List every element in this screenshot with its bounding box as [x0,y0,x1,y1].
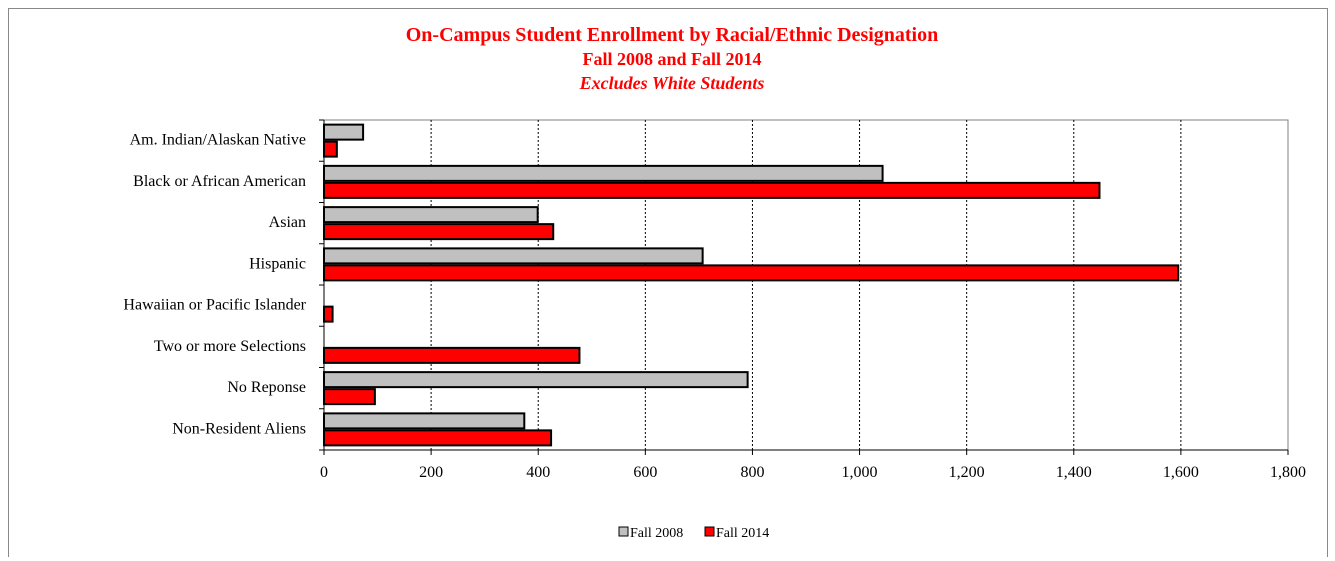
legend-label: Fall 2014 [716,526,769,541]
category-label: Non-Resident Aliens [172,420,306,437]
x-tick-label: 200 [419,464,443,481]
bar-fall-2014 [323,264,1180,282]
x-tick-label: 400 [526,464,550,481]
chart-frame [8,8,1328,557]
chart-subtitle-note: Excludes White Students [579,73,765,93]
x-tick-label: 0 [320,464,328,481]
legend-swatch [704,526,715,537]
x-tick-label: 600 [633,464,657,481]
bar-fall-2014 [323,429,553,447]
category-label: Black or African American [133,173,306,190]
category-label: Am. Indian/Alaskan Native [130,132,306,149]
x-tick-label: 1,600 [1163,464,1199,481]
legend-swatch [618,526,629,537]
chart-title: On-Campus Student Enrollment by Racial/E… [406,24,939,46]
x-tick-label: 1,200 [949,464,985,481]
bar-fall-2014 [323,140,338,158]
category-label: Asian [269,214,306,231]
bar-fall-2014 [323,223,555,241]
x-tick-label: 800 [740,464,764,481]
bar-fall-2008 [323,412,526,430]
x-tick-label: 1,800 [1270,464,1306,481]
category-label: Hispanic [249,255,306,272]
x-tick-label: 1,400 [1056,464,1092,481]
bar-fall-2008 [323,164,884,182]
bar-fall-2014 [323,181,1101,199]
bar-fall-2014 [323,346,581,364]
bar-fall-2008 [323,247,704,265]
bar-fall-2014 [323,305,334,323]
plot-area: 0 200 400 600 800 1,000 1,200 1,400 1,600 1,800 Am… [123,119,1306,481]
category-label: Hawaiian or Pacific Islander [123,297,306,314]
chart-subtitle: Fall 2008 and Fall 2014 [582,49,761,69]
bar-fall-2008 [323,371,749,389]
category-label: No Reponse [227,379,306,396]
bar-fall-2008 [323,206,539,224]
x-tick-label: 1,000 [842,464,878,481]
legend: Fall 2008 Fall 2014 [618,526,769,541]
bar-fall-2014 [323,388,376,406]
category-label: Two or more Selections [154,338,306,355]
bar-fall-2008 [323,123,365,141]
legend-label: Fall 2008 [630,526,683,541]
